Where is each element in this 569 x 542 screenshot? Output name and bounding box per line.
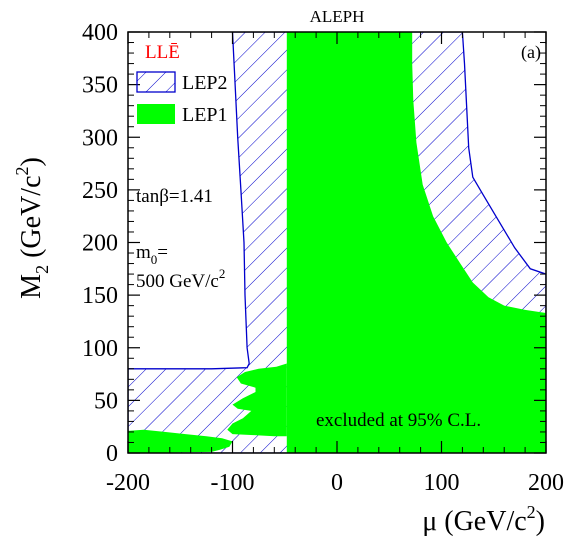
y-tick-label: 0 — [106, 441, 118, 467]
y-tick-label: 100 — [82, 336, 118, 362]
x-tick-label: 0 — [331, 470, 343, 496]
y-tick-label: 200 — [82, 231, 118, 257]
excluded-annotation: excluded at 95% C.L. — [316, 410, 481, 431]
y-axis-label: M2 (GeV/c2) — [12, 157, 52, 299]
m0-annotation-line2: 500 GeV/c2 — [136, 266, 225, 292]
x-tick-label: -200 — [106, 470, 150, 496]
m0-annotation-line1: m0= — [136, 242, 168, 267]
legend-label-lep1: LEP1 — [182, 104, 228, 126]
lep1-excluded-region-2 — [128, 429, 233, 453]
y-tick-label: 350 — [82, 73, 118, 99]
tanbeta-annotation: tanβ=1.41 — [136, 186, 213, 207]
y-tick-label: 50 — [94, 388, 118, 414]
legend: LEP2 LEP1 — [136, 71, 228, 126]
legend-swatch-lep2 — [136, 71, 176, 93]
y-tick-label: 150 — [82, 283, 118, 309]
lep1-excluded-region-1 — [227, 363, 287, 437]
coupling-label: LLĒ — [145, 42, 180, 63]
y-tick-label: 400 — [82, 20, 118, 46]
legend-label-lep2: LEP2 — [182, 72, 228, 94]
legend-swatch-lep1 — [137, 104, 175, 124]
x-axis-label: μ (GeV/c2) — [422, 502, 545, 537]
y-tick-label: 250 — [82, 178, 118, 204]
x-tick-label: 200 — [528, 470, 564, 496]
chart-title: ALEPH — [310, 7, 365, 26]
panel-label: (a) — [521, 42, 541, 63]
x-tick-label: 100 — [424, 470, 460, 496]
x-tick-label: -100 — [211, 470, 255, 496]
y-tick-label: 300 — [82, 125, 118, 151]
lep1-excluded-region-0 — [286, 32, 546, 453]
